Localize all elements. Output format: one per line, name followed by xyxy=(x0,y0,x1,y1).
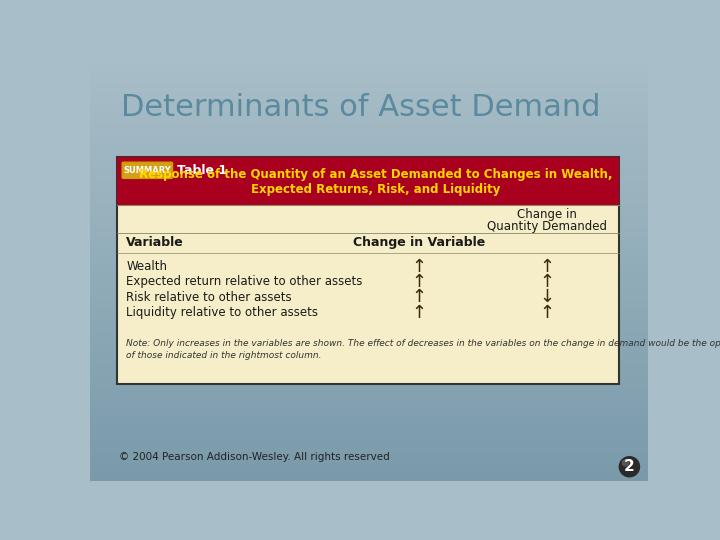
Text: Liquidity relative to other assets: Liquidity relative to other assets xyxy=(127,306,318,319)
Bar xyxy=(117,157,619,205)
Text: Expected return relative to other assets: Expected return relative to other assets xyxy=(127,275,363,288)
Text: ↓: ↓ xyxy=(540,288,555,306)
Text: ↑: ↑ xyxy=(412,303,427,322)
FancyBboxPatch shape xyxy=(122,162,173,178)
Bar xyxy=(117,157,619,384)
Text: ↑: ↑ xyxy=(412,273,427,291)
Text: Expected Returns, Risk, and Liquidity: Expected Returns, Risk, and Liquidity xyxy=(251,183,500,196)
Text: ↑: ↑ xyxy=(540,258,555,275)
Text: Note: Only increases in the variables are shown. The effect of decreases in the : Note: Only increases in the variables ar… xyxy=(127,339,720,360)
Text: Quantity Demanded: Quantity Demanded xyxy=(487,220,607,233)
Circle shape xyxy=(622,460,629,466)
Text: Table 1: Table 1 xyxy=(177,164,227,177)
Text: Response of the Quantity of an Asset Demanded to Changes in Wealth,: Response of the Quantity of an Asset Dem… xyxy=(139,167,613,181)
Circle shape xyxy=(619,457,639,477)
Text: SUMMARY: SUMMARY xyxy=(123,166,171,175)
Text: Risk relative to other assets: Risk relative to other assets xyxy=(127,291,292,304)
Text: Variable: Variable xyxy=(127,236,184,249)
Text: Change in: Change in xyxy=(517,208,577,221)
Text: Determinants of Asset Demand: Determinants of Asset Demand xyxy=(121,93,600,122)
Text: ↑: ↑ xyxy=(540,273,555,291)
Text: ↑: ↑ xyxy=(412,288,427,306)
Text: 2: 2 xyxy=(624,459,635,474)
Text: © 2004 Pearson Addison-Wesley. All rights reserved: © 2004 Pearson Addison-Wesley. All right… xyxy=(120,453,390,462)
Text: ↑: ↑ xyxy=(540,303,555,322)
Text: Wealth: Wealth xyxy=(127,260,168,273)
Text: Change in Variable: Change in Variable xyxy=(354,236,485,249)
Text: ↑: ↑ xyxy=(412,258,427,275)
